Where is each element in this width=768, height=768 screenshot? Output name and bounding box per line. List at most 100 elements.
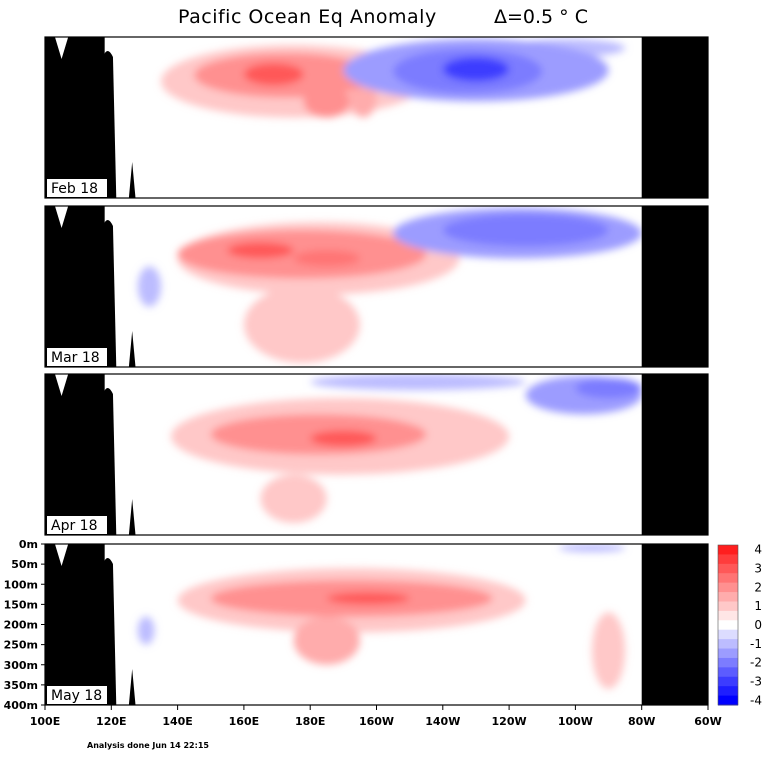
colorbar-swatch — [718, 545, 738, 555]
colorbar-swatch — [718, 648, 738, 659]
depth-tick-label: 50m — [11, 558, 38, 571]
warm-anomaly-region — [310, 430, 377, 447]
colorbar-swatch — [718, 629, 738, 640]
depth-tick-label: 100m — [4, 578, 38, 591]
colorbar-swatch — [718, 695, 738, 706]
cold-anomaly-region — [137, 266, 162, 307]
colorbar-swatch — [718, 676, 738, 687]
colorbar-swatch — [718, 573, 738, 584]
land-island-120e — [101, 558, 117, 705]
cold-anomaly-region — [442, 57, 510, 82]
colorbar-swatch — [718, 639, 738, 650]
x-tick-label: 160E — [229, 715, 259, 728]
chart-title: Pacific Ocean Eq Anomaly Δ=0.5 ° C — [0, 6, 768, 32]
x-tick-label: 140E — [162, 715, 192, 728]
colorbar-swatch — [718, 582, 738, 593]
land-island-120e — [101, 388, 117, 535]
analysis-footnote: Analysis done Jun 14 22:15 — [87, 741, 209, 750]
colorbar-swatch — [718, 601, 738, 612]
land-island-120e — [101, 220, 117, 367]
land-block-west — [45, 37, 105, 198]
warm-anomaly-region — [293, 250, 360, 267]
land-mask — [45, 37, 708, 198]
month-label: May 18 — [51, 688, 102, 704]
colorbar-swatch — [718, 592, 738, 602]
colorbar-label: -1 — [750, 637, 762, 651]
chart-title-main: Pacific Ocean Eq Anomaly — [178, 6, 437, 28]
x-tick-label: 60W — [694, 715, 721, 728]
month-label-box — [47, 686, 107, 704]
month-label: Apr 18 — [51, 518, 97, 534]
anomaly-field — [161, 39, 626, 118]
panel-may-18: May 18 — [44, 543, 709, 706]
cold-anomaly-region — [310, 374, 526, 391]
cold-anomaly-region — [558, 544, 626, 553]
panel-mar-18: Mar 18 — [44, 205, 709, 368]
warm-anomaly-region — [243, 286, 360, 363]
warm-anomaly-region — [260, 474, 327, 523]
land-island-127e — [128, 162, 136, 198]
month-label-box — [47, 348, 107, 366]
land-notch — [54, 374, 69, 396]
land-island-127e — [128, 499, 136, 535]
colorbar-swatch — [718, 657, 738, 668]
month-label: Mar 18 — [51, 350, 100, 366]
panel-apr-18: Apr 18 — [44, 373, 709, 536]
land-block-west — [45, 544, 105, 705]
land-block-east — [641, 206, 708, 367]
warm-anomaly-region — [326, 592, 410, 605]
panel-frame — [44, 373, 709, 536]
colorbar-swatch — [718, 610, 738, 621]
colorbar-swatch — [718, 620, 738, 631]
land-island-120e — [101, 51, 117, 198]
depth-tick-label: 150m — [4, 598, 38, 611]
land-mask — [45, 374, 708, 535]
colorbar-label: 3 — [754, 562, 762, 576]
colorbar-swatch — [718, 563, 738, 574]
depth-tick-label: 300m — [4, 659, 38, 672]
warm-anomaly-region — [227, 242, 294, 259]
anomaly-field — [137, 208, 642, 363]
warm-anomaly-region — [243, 63, 304, 86]
land-block-east — [641, 544, 708, 705]
land-block-west — [45, 374, 105, 535]
warm-anomaly-region — [303, 85, 350, 118]
depth-tick-label: 250m — [4, 639, 38, 652]
panel-feb-18: Feb 18 — [44, 36, 709, 199]
colorbar-frame — [717, 544, 739, 706]
colorbar-label: 2 — [754, 580, 762, 594]
x-tick-label: 180E — [295, 715, 325, 728]
colorbar-swatch — [718, 667, 738, 678]
month-label-box — [47, 516, 107, 534]
anomaly-field — [170, 374, 642, 523]
warm-anomaly-region — [591, 612, 626, 689]
x-tick-label: 80W — [628, 715, 655, 728]
colorbar-label: 1 — [754, 599, 762, 613]
land-island-127e — [128, 669, 136, 705]
colorbar-label: -2 — [750, 656, 762, 670]
colorbar-label: 4 — [754, 543, 762, 557]
x-tick-label: 100W — [558, 715, 593, 728]
x-tick-label: 160W — [359, 715, 394, 728]
land-block-east — [641, 37, 708, 198]
panel-frame — [44, 205, 709, 368]
land-block-east — [641, 374, 708, 535]
month-label-box — [47, 179, 107, 197]
land-island-127e — [128, 331, 136, 367]
depth-tick-label: 0m — [19, 538, 38, 551]
cold-anomaly-region — [575, 378, 642, 399]
panel-frame — [44, 36, 709, 199]
chart-title-interval: Δ=0.5 ° C — [494, 6, 588, 28]
warm-anomaly-region — [293, 616, 360, 665]
x-tick-label: 120E — [96, 715, 126, 728]
land-block-west — [45, 206, 105, 367]
x-tick-label: 100E — [30, 715, 60, 728]
cold-anomaly-region — [137, 616, 155, 645]
land-notch — [54, 206, 69, 228]
colorbar-swatch — [718, 686, 738, 697]
month-label: Feb 18 — [51, 181, 98, 197]
x-tick-label: 120W — [492, 715, 527, 728]
depth-tick-label: 400m — [4, 699, 38, 712]
colorbar-label: -3 — [750, 674, 762, 688]
